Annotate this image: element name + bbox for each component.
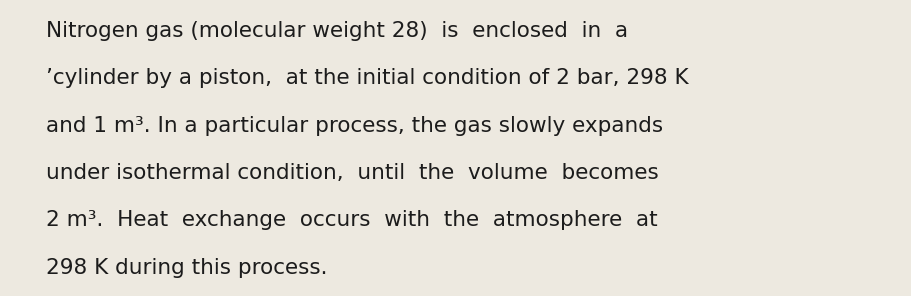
Text: 2 m³.  Heat  exchange  occurs  with  the  atmosphere  at: 2 m³. Heat exchange occurs with the atmo… xyxy=(46,210,657,231)
Text: and 1 m³. In a particular process, the gas slowly expands: and 1 m³. In a particular process, the g… xyxy=(46,116,662,136)
Text: under isothermal condition,  until  the  volume  becomes: under isothermal condition, until the vo… xyxy=(46,163,659,183)
Text: 298 K during this process.: 298 K during this process. xyxy=(46,258,327,278)
Text: Nitrogen gas (molecular weight 28)  is  enclosed  in  a: Nitrogen gas (molecular weight 28) is en… xyxy=(46,21,628,41)
Text: ʼcylinder by a piston,  at the initial condition of 2 bar, 298 K: ʼcylinder by a piston, at the initial co… xyxy=(46,68,688,89)
